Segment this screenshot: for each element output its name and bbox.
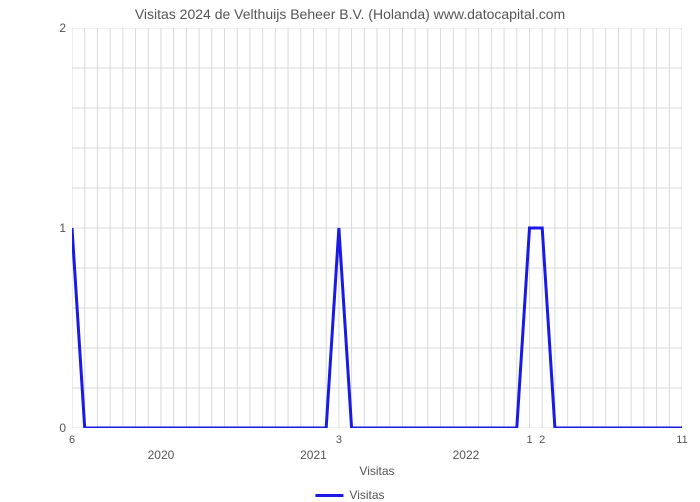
x-year-label: 2022 (453, 428, 480, 462)
x-tick-label: 3 (336, 428, 342, 446)
plot-area: 012631211202020212022Visitas (72, 28, 682, 428)
plot-svg (72, 28, 682, 428)
x-tick-label: 2 (539, 428, 545, 446)
x-axis-title: Visitas (359, 428, 394, 478)
x-tick-label: 11 (676, 428, 687, 446)
x-tick-label: 1 (526, 428, 532, 446)
chart-title: Visitas 2024 de Velthuijs Beheer B.V. (H… (0, 6, 700, 22)
gridlines (72, 28, 682, 428)
legend-swatch (315, 494, 343, 497)
y-tick-label: 2 (59, 21, 72, 35)
x-year-label: 2020 (148, 428, 175, 462)
chart-container: Visitas 2024 de Velthuijs Beheer B.V. (H… (0, 0, 700, 500)
y-tick-label: 1 (59, 221, 72, 235)
x-year-label: 2021 (300, 428, 327, 462)
x-tick-label: 6 (69, 428, 75, 446)
